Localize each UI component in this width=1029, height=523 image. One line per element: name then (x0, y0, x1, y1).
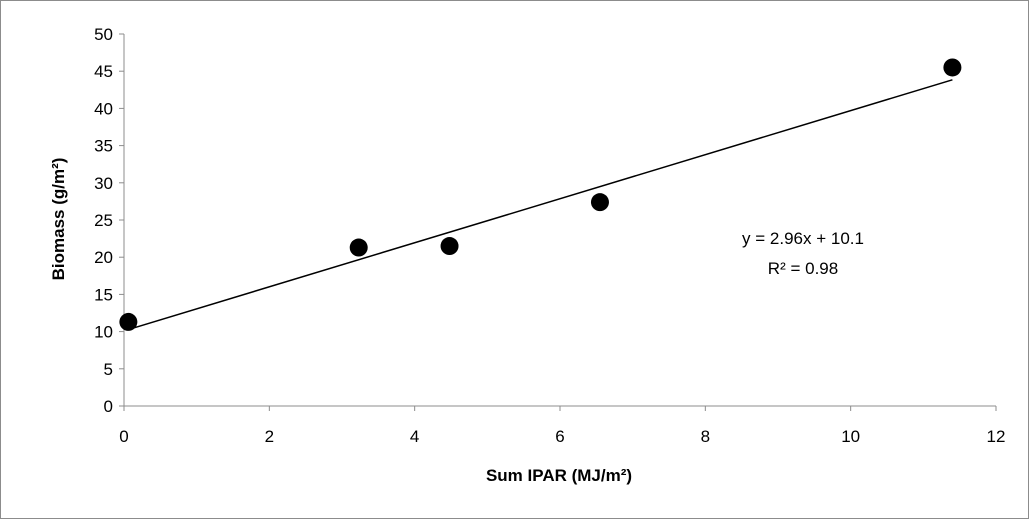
y-tick-label: 25 (94, 211, 113, 230)
x-tick-label: 2 (265, 427, 274, 446)
axes (123, 34, 996, 407)
r-squared-label: R² = 0.98 (768, 259, 838, 278)
data-point (119, 312, 138, 331)
y-axis-title: Biomass (g/m²) (49, 158, 68, 281)
y-tick-label: 30 (94, 174, 113, 193)
y-tick-label: 0 (104, 397, 113, 416)
x-axis-title: Sum IPAR (MJ/m²) (486, 466, 632, 485)
y-tick-label: 40 (94, 99, 113, 118)
y-tick-label: 50 (94, 25, 113, 44)
x-tick-label: 4 (410, 427, 419, 446)
y-tick-label: 5 (104, 360, 113, 379)
x-tick-label: 12 (987, 427, 1006, 446)
x-ticks: 0 2 4 6 8 10 12 (119, 406, 1005, 446)
x-tick-label: 8 (701, 427, 710, 446)
data-point (440, 237, 459, 256)
x-tick-label: 10 (841, 427, 860, 446)
x-tick-label: 6 (555, 427, 564, 446)
trendline-equation: y = 2.96x + 10.1 (742, 229, 864, 248)
y-tick-label: 20 (94, 248, 113, 267)
y-tick-label: 15 (94, 285, 113, 304)
y-tick-label: 10 (94, 323, 113, 342)
data-point (943, 58, 962, 77)
x-tick-label: 0 (119, 427, 128, 446)
y-tick-label: 35 (94, 137, 113, 156)
y-ticks: 0 5 10 15 20 25 30 35 40 45 50 (94, 25, 124, 416)
trendline (128, 79, 953, 331)
data-points (119, 58, 962, 331)
y-tick-label: 45 (94, 62, 113, 81)
data-point (590, 193, 609, 212)
data-point (349, 238, 368, 257)
